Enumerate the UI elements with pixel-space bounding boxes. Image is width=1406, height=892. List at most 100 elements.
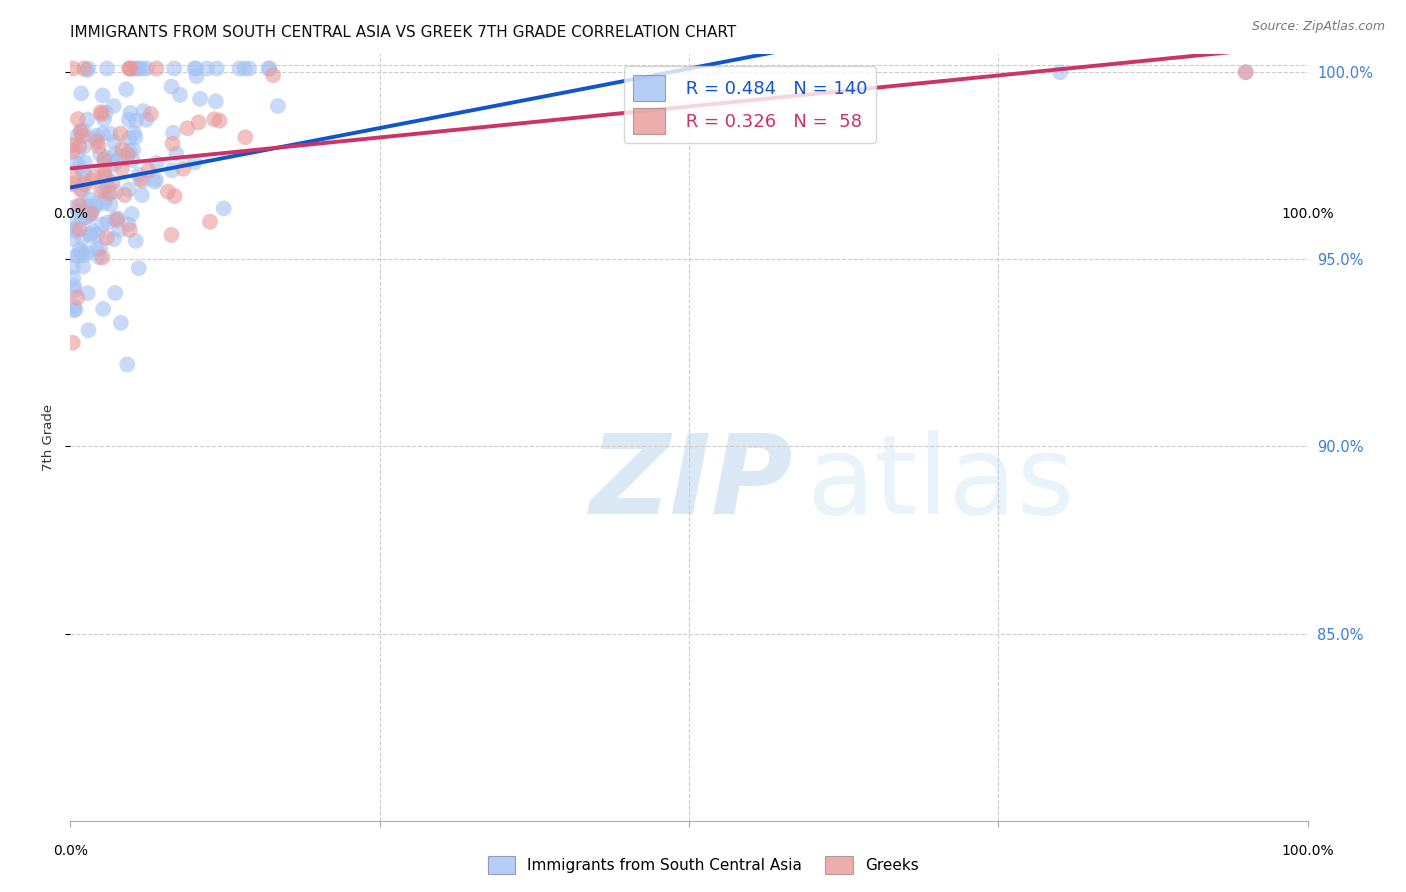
Point (70, 87, 93, 101)
Point (86, 134, 108, 148)
Point (69, 139, 91, 153)
Point (1049, 65, 1071, 79)
Point (139, 107, 162, 121)
Point (63, 170, 86, 185)
Text: atlas: atlas (807, 430, 1076, 537)
Point (103, 135, 125, 149)
Point (104, 154, 127, 169)
Point (131, 174, 153, 188)
Point (66, 112, 89, 126)
Point (186, 69, 208, 83)
Point (67, 198, 90, 212)
Point (228, 62, 250, 76)
Point (145, 156, 167, 170)
Point (76, 63, 98, 78)
Point (131, 188, 153, 202)
Point (110, 127, 132, 141)
Point (62, 335, 84, 350)
Point (108, 150, 131, 164)
Point (115, 358, 138, 372)
Point (76, 112, 98, 127)
Point (120, 106, 142, 120)
Point (73, 62, 96, 76)
Point (125, 113, 148, 128)
Point (129, 172, 152, 186)
Point (124, 130, 146, 145)
Point (62, 138, 84, 153)
Point (204, 95, 226, 109)
Point (70, 212, 93, 227)
Point (67, 204, 90, 219)
Point (188, 92, 211, 106)
Point (111, 161, 134, 176)
Point (114, 188, 136, 202)
Point (62, 62, 84, 76)
Point (63, 200, 86, 214)
Point (1234, 65, 1257, 79)
Point (72, 183, 94, 197)
Point (72, 128, 94, 143)
Point (91, 88, 114, 103)
Point (195, 62, 218, 76)
Point (163, 62, 186, 76)
Point (145, 172, 167, 186)
Point (79, 193, 101, 207)
Point (90, 107, 112, 121)
Point (233, 62, 256, 76)
Point (160, 227, 183, 242)
Point (100, 197, 122, 211)
Point (212, 202, 235, 216)
Point (94, 163, 117, 178)
Point (76, 286, 98, 301)
Point (160, 79, 183, 94)
Point (66, 291, 89, 305)
Point (118, 223, 141, 237)
Point (117, 147, 139, 161)
Point (93, 153, 115, 168)
Point (91, 251, 114, 265)
Point (77, 200, 100, 214)
Point (86, 242, 108, 256)
Point (65, 249, 87, 263)
Point (198, 215, 221, 229)
Point (73, 155, 96, 169)
Point (65, 156, 87, 170)
Point (169, 87, 191, 102)
Point (97, 179, 120, 194)
Point (118, 145, 141, 159)
Point (62, 303, 84, 318)
Point (125, 62, 148, 76)
Text: ZIP: ZIP (591, 430, 793, 537)
Point (91, 127, 114, 141)
Point (183, 155, 205, 169)
Point (80, 173, 103, 187)
Point (82, 203, 104, 218)
Text: 0.0%: 0.0% (53, 844, 87, 857)
Point (233, 130, 256, 145)
Point (138, 163, 160, 178)
Legend: Immigrants from South Central Asia, Greeks: Immigrants from South Central Asia, Gree… (481, 850, 925, 880)
Point (128, 261, 150, 276)
Point (86, 227, 108, 242)
Point (72, 230, 94, 244)
Point (120, 62, 142, 76)
Point (125, 62, 148, 76)
Point (118, 112, 141, 127)
Point (238, 62, 260, 76)
Point (84, 199, 107, 213)
Point (89, 241, 111, 255)
Point (108, 223, 131, 237)
Point (75, 210, 97, 224)
Point (77, 208, 100, 222)
Point (118, 131, 141, 145)
Point (62, 145, 84, 159)
Point (77, 62, 100, 76)
Point (143, 175, 166, 189)
Point (101, 176, 124, 190)
Point (96, 191, 118, 205)
Point (98, 127, 121, 141)
Point (65, 130, 87, 145)
Point (96, 62, 118, 76)
Point (93, 184, 115, 198)
Point (96, 170, 118, 185)
